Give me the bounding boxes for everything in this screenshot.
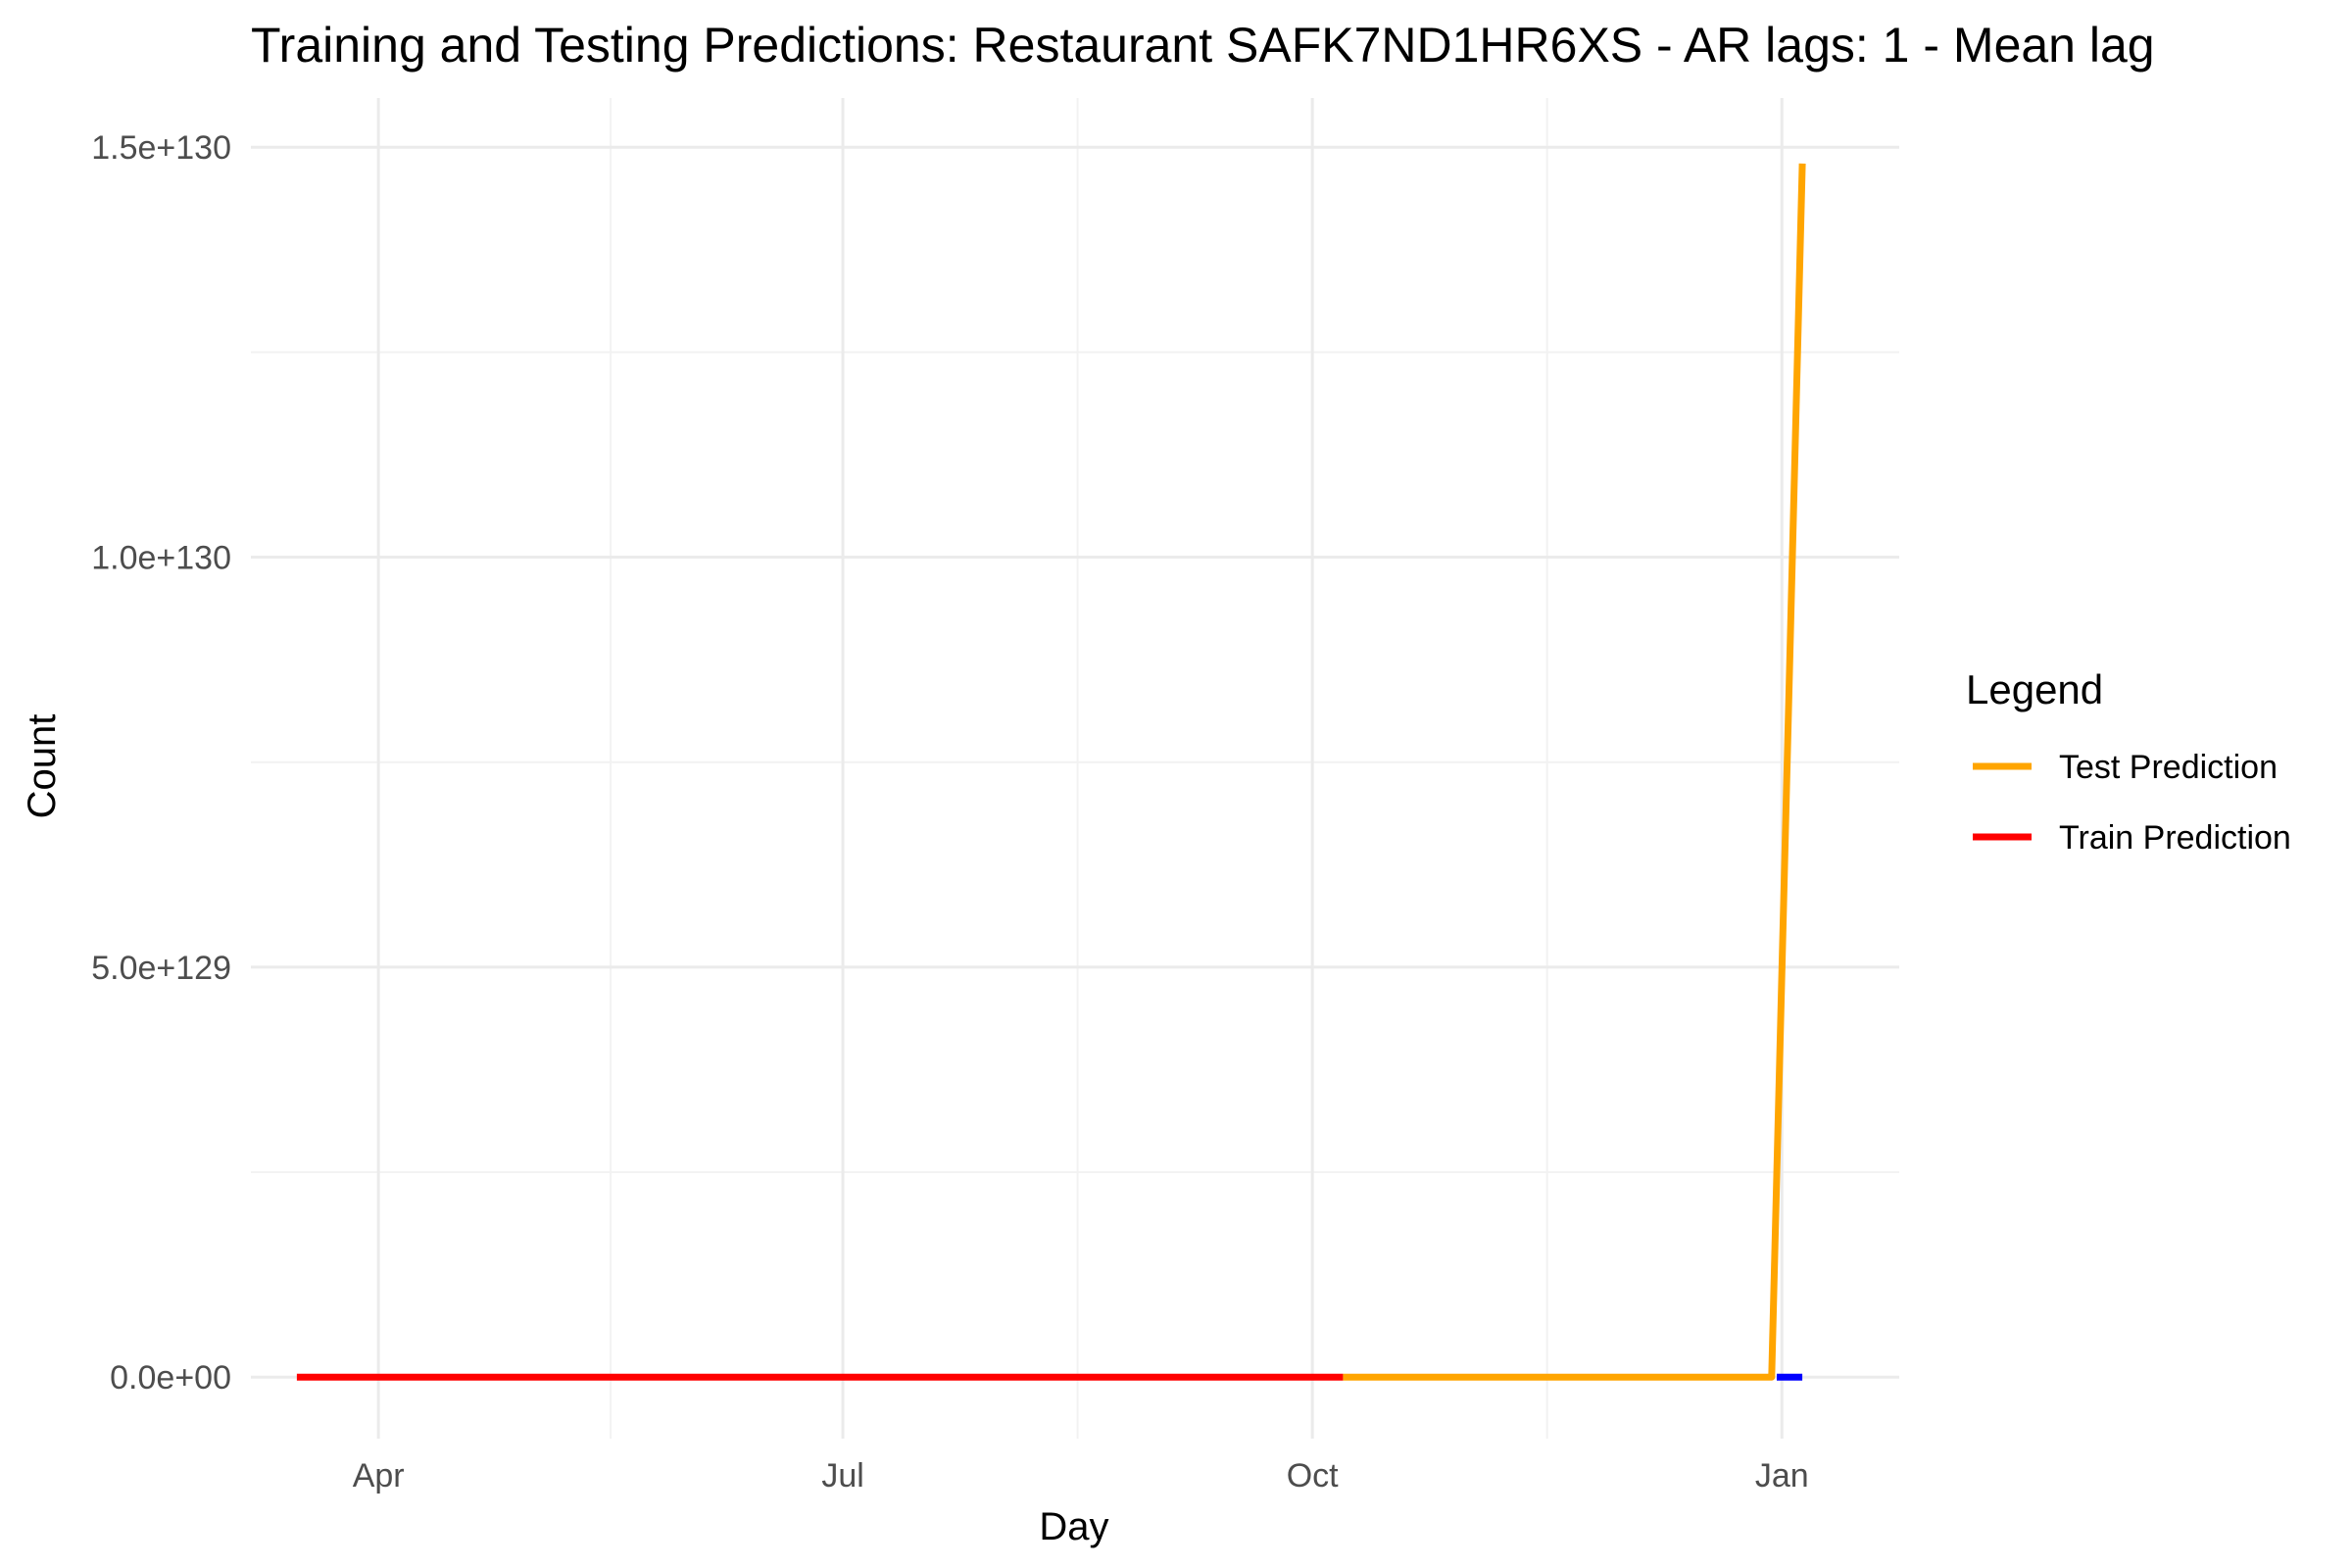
x-axis-title: Day: [1039, 1505, 1108, 1548]
y-tick-label: 1.5e+130: [91, 129, 231, 167]
y-tick-label: 0.0e+00: [110, 1359, 231, 1396]
test-prediction-line: [1343, 163, 1806, 1381]
grid: [251, 98, 1899, 1439]
legend-label-train-prediction: Train Prediction: [2059, 819, 2291, 857]
x-tick-label: Oct: [1287, 1457, 1339, 1494]
y-axis-title: Count: [21, 714, 64, 819]
x-tick-label: Jul: [821, 1457, 863, 1494]
y-tick-label: 5.0e+129: [91, 950, 231, 987]
series-lines: [296, 163, 1806, 1381]
legend: Test Prediction Train Prediction: [1973, 749, 2291, 857]
y-tick-label: 1.0e+130: [91, 540, 231, 577]
chart-title: Training and Testing Predictions: Restau…: [251, 18, 2155, 73]
x-tick-labels: Apr Jul Oct Jan: [353, 1457, 1809, 1494]
x-tick-label: Jan: [1755, 1457, 1809, 1494]
y-tick-labels: 0.0e+00 5.0e+129 1.0e+130 1.5e+130: [91, 129, 231, 1396]
legend-label-test-prediction: Test Prediction: [2059, 749, 2278, 786]
x-tick-label: Apr: [353, 1457, 405, 1494]
legend-title: Legend: [1966, 666, 2103, 712]
